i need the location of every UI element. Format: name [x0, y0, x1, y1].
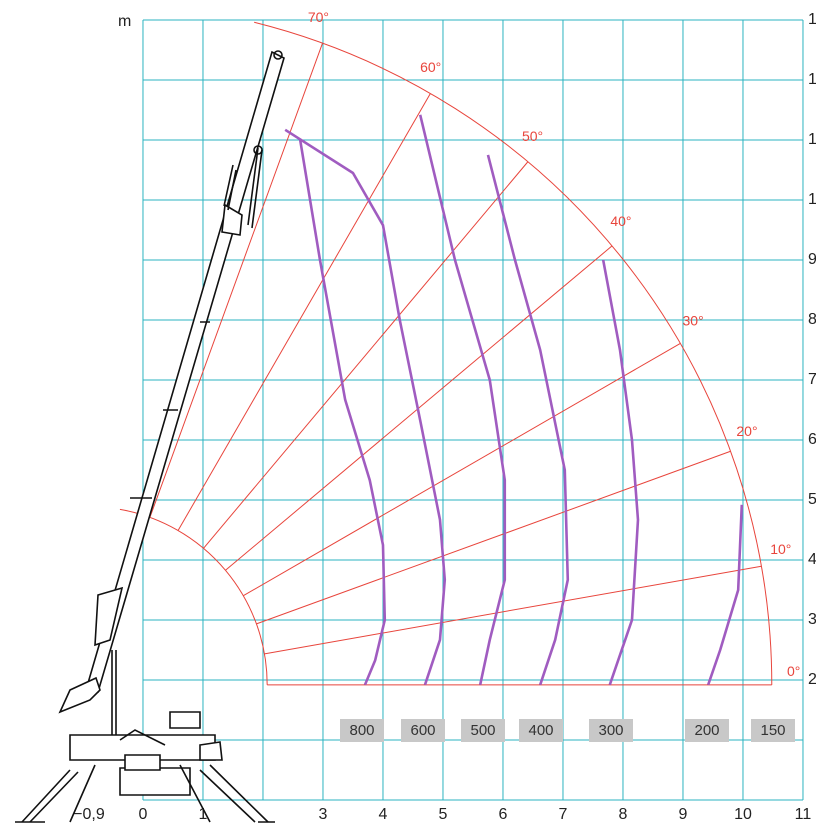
- angle-label: 60°: [420, 59, 441, 75]
- angle-line: [177, 93, 431, 531]
- capacity-box: [519, 719, 563, 742]
- x-tick-label: 1: [199, 806, 208, 823]
- y-unit: m: [118, 13, 131, 30]
- angle-line: [149, 43, 323, 518]
- angle-label: 0°: [787, 663, 800, 679]
- angle-line: [264, 565, 762, 655]
- x-tick-label: 10: [734, 806, 752, 823]
- x-tick-label: −0,9: [73, 806, 105, 823]
- y-tick-label: 9: [808, 251, 816, 268]
- load-curves: [284, 114, 744, 686]
- angle-label: 20°: [736, 423, 757, 439]
- y-tick-label: 13: [808, 11, 816, 28]
- x-tick-label: 8: [619, 806, 628, 823]
- angle-line: [203, 161, 529, 549]
- grid: [142, 19, 804, 801]
- capacity-label: 800: [349, 722, 374, 739]
- y-tick-label: 6: [808, 431, 816, 448]
- capacity-label: 300: [598, 722, 623, 739]
- capacity-label: 150: [760, 722, 785, 739]
- outer-arc: [254, 21, 773, 685]
- y-tick-label: 5: [808, 491, 816, 508]
- y-tick-label: 2: [808, 671, 816, 688]
- x-tick-label: 4: [379, 806, 388, 823]
- angle-arcs: [119, 21, 773, 686]
- load-curve: [418, 114, 507, 686]
- x-tick-label: 6: [499, 806, 508, 823]
- angle-line: [243, 342, 681, 597]
- angle-label: 40°: [610, 213, 631, 229]
- capacity-box: [340, 719, 384, 742]
- labels: −0,9013456789101123456789101112130°10°20…: [73, 9, 816, 823]
- load-curve: [486, 154, 570, 686]
- y-tick-label: 3: [808, 611, 816, 628]
- angle-label: 30°: [683, 313, 704, 329]
- angle-line: [256, 450, 731, 625]
- y-tick-label: 4: [808, 551, 816, 568]
- y-tick-label: 12: [808, 71, 816, 88]
- angle-label: 50°: [522, 128, 543, 144]
- capacity-box: [401, 719, 445, 742]
- angle-label: 70°: [308, 9, 329, 25]
- capacity-box: [751, 719, 795, 742]
- x-tick-label: 5: [439, 806, 448, 823]
- capacity-box: [685, 719, 729, 742]
- inner-arc: [119, 508, 268, 685]
- x-tick-label: 7: [559, 806, 568, 823]
- angle-label: 10°: [770, 541, 791, 557]
- y-tick-label: 11: [808, 131, 816, 148]
- capacity-label: 600: [410, 722, 435, 739]
- y-tick-label: 10: [808, 191, 816, 208]
- capacity-box: [589, 719, 633, 742]
- load-curve: [284, 128, 447, 686]
- capacity-label: 200: [694, 722, 719, 739]
- x-tick-label: 11: [795, 806, 812, 823]
- capacity-box: [461, 719, 505, 742]
- y-tick-label: 8: [808, 311, 816, 328]
- load-curve: [601, 259, 640, 686]
- capacity-label: 400: [528, 722, 553, 739]
- crane-drawing: [15, 50, 285, 823]
- load-curve: [298, 139, 387, 686]
- x-tick-label: 3: [319, 806, 328, 823]
- x-tick-label: 0: [139, 806, 148, 823]
- x-tick-label: 9: [679, 806, 688, 823]
- load-curve: [706, 504, 744, 686]
- y-tick-label: 7: [808, 371, 816, 388]
- capacity-label: 500: [470, 722, 495, 739]
